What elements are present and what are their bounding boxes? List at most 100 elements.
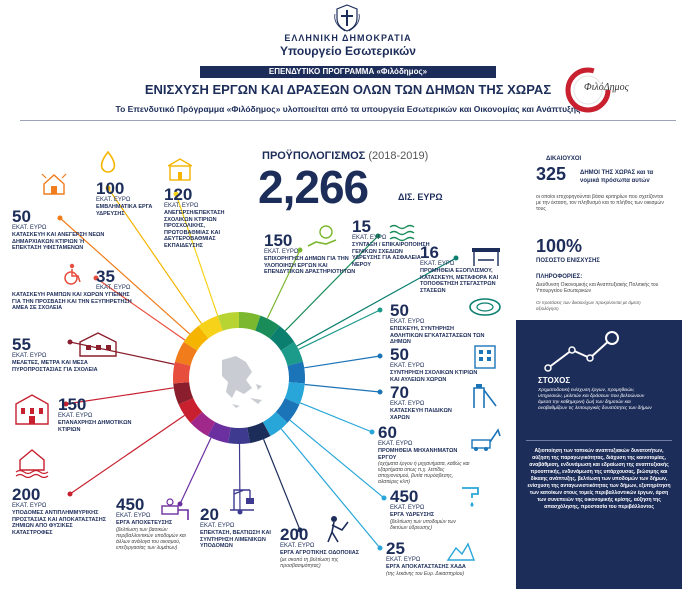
item-amount: 70 — [390, 383, 409, 402]
connector-line — [179, 437, 212, 505]
budget-unit: ΔΙΣ. ΕΥΡΩ — [398, 192, 443, 202]
divider — [20, 120, 676, 121]
connector-dot — [377, 545, 383, 551]
item-town-halls: 50 ΕΚΑΤ. ΕΥΡΩ ΚΑΤΑΣΚΕΥΗ ΚΑΙ ΑΝΕΓΕΡΣΗ ΝΕΩ… — [12, 208, 108, 252]
item-unit: ΕΚΑΤ. ΕΥΡΩ — [12, 353, 47, 359]
flood-house-icon — [15, 449, 49, 478]
item-machinery: 60 ΕΚΑΤ. ΕΥΡΩ ΠΡΟΜΗΘΕΙΑ ΜΗΧΑΝΗΜΑΤΩΝ ΕΡΓΟ… — [378, 424, 474, 485]
item-desc: ΠΡΟΜΗΘΕΙΑ ΜΗΧΑΝΗΜΑΤΩΝ ΕΡΓΟΥ — [378, 448, 458, 461]
wheel-segment — [190, 411, 216, 437]
country-name: ΕΛΛΗΝΙΚΗ ΔΗΜΟΚΡΑΤΙΑ — [284, 33, 412, 43]
item-rural-roads: 200 ΕΚΑΤ. ΕΥΡΩ ΕΡΓΑ ΑΓΡΟΤΙΚΗΣ ΟΔΟΠΟΙΙΑΣ … — [280, 526, 364, 569]
goal-divider — [526, 440, 672, 441]
connector-line — [304, 383, 381, 393]
greek-emblem-icon — [334, 4, 360, 32]
item-desc: ΚΑΤΑΣΚΕΥΗ ΚΑΙ ΑΝΕΓΕΡΣΗ ΝΕΩΝ ΔΗΜΑΡΧΙΑΚΩΝ … — [12, 232, 105, 251]
landfill-icon — [446, 542, 476, 561]
item-desc: ΕΠΑΝΑΧΡΗΣΗ ΔΗΜΟΤΙΚΩΝ ΚΤΙΡΙΩΝ — [58, 420, 132, 433]
item-water-flagship: 100 ΕΚΑΤ. ΕΥΡΩ ΕΜΒΛΗΜΑΤΙΚΑ ΕΡΓΑ ΥΔΡΕΥΣΗΣ — [96, 180, 166, 217]
item-desc: ΕΜΒΛΗΜΑΤΙΚΑ ΕΡΓΑ ΥΔΡΕΥΣΗΣ — [96, 204, 153, 217]
logo-text: ΦιλόΔημος — [584, 82, 629, 93]
item-water-supply: 450 ΕΚΑΤ. ΕΥΡΩ ΕΡΓΑ ΥΔΡΕΥΣΗΣ (βελτίωση τ… — [390, 488, 474, 531]
item-desc: ΕΠΙΣΚΕΥΗ, ΣΥΝΤΗΡΗΣΗ ΑΘΛΗΤΙΚΩΝ ΕΓΚΑΤΑΣΤΑΣ… — [390, 326, 485, 345]
item-desc: ΣΥΝΤΑΞΗ / ΕΠΙΚΑΙΡΟΠΟΙΗΣΗ ΓΕΝΙΚΩΝ ΣΧΕΔΙΩΝ… — [352, 242, 430, 268]
wheel-segment — [183, 325, 209, 351]
item-note: (βελτίωση των βασικών περιβαλλοντικών υπ… — [116, 526, 186, 551]
playground-slide-icon — [473, 384, 497, 408]
beneficiaries-panel: ΔΙΚΑΙΟΥΧΟΙ 325 ΔΗΜΟΙ ΤΗΣ ΧΩΡΑΣ και τα νο… — [516, 150, 676, 589]
item-amount: 20 — [200, 505, 219, 524]
item-investment-grants: 150 ΕΚΑΤ. ΕΥΡΩ ΕΠΙΧΟΡΗΓΗΣΗ ΔΗΜΩΝ ΓΙΑ ΤΗΝ… — [264, 232, 364, 276]
item-unit: ΕΚΑΤ. ΕΥΡΩ — [164, 203, 199, 209]
connector-line — [299, 402, 373, 433]
item-desc: ΑΝΕΓΕΡΣΗ/ΕΠΕΚΤΑΣΗ ΣΧΟΛΙΚΩΝ ΚΤΙΡΙΩΝ ΠΡΟΣΧ… — [164, 210, 225, 249]
municipalities-criteria: οι οποίοι επιχορηγούνται βάσει κριτηρίων… — [536, 194, 664, 212]
funding-rate-label: ΠΟΣΟΣΤΟ ΕΝΙΣΧΥΣΗΣ — [536, 258, 600, 264]
item-reuse-buildings: 150 ΕΚΑΤ. ΕΥΡΩ ΕΠΑΝΑΧΡΗΣΗ ΔΗΜΟΤΙΚΩΝ ΚΤΙΡ… — [58, 396, 138, 433]
harbor-crane-icon — [230, 489, 254, 511]
item-unit: ΕΚΑΤ. ΕΥΡΩ — [58, 413, 93, 419]
item-amount: 50 — [390, 345, 409, 364]
wheel-segment — [172, 361, 191, 384]
item-bus-shelters: 16 ΕΚΑΤ. ΕΥΡΩ ΠΡΟΜΗΘΕΙΑ ΕΞΟΠΛΙΣΜΟΥ, ΚΑΤΑ… — [420, 244, 512, 294]
item-amount: 15 — [352, 217, 371, 236]
municipal-building-icon — [15, 394, 49, 425]
budget-years: (2018-2019) — [368, 150, 429, 162]
beneficiaries-label: ΔΙΚΑΙΟΥΧΟΙ — [546, 156, 582, 162]
bus-shelter-icon — [472, 248, 500, 266]
budget-label-text: ΠΡΟΫΠΟΛΟΓΙΣΜΟΣ — [262, 150, 366, 162]
item-amount: 150 — [264, 231, 293, 250]
item-note: (βελτίωση των υποδομών των δικτύων ύδρευ… — [390, 518, 456, 531]
wheel-segment — [173, 382, 194, 405]
growth-hand-icon — [307, 225, 337, 247]
item-water-plans: 15 ΕΚΑΤ. ΕΥΡΩ ΣΥΝΤΑΞΗ / ΕΠΙΚΑΙΡΟΠΟΙΗΣΗ Γ… — [352, 218, 430, 268]
goal-box: ΣΤΟΧΟΣ Χρηματοδοτική ενίσχυση έργων, προ… — [516, 320, 682, 589]
water-drop-icon — [100, 150, 116, 173]
wheel-segment — [228, 427, 250, 445]
wheel-segment — [178, 398, 203, 423]
item-unit: ΕΚΑΤ. ΕΥΡΩ — [390, 363, 425, 369]
item-fire-safety: 55 ΕΚΑΤ. ΕΥΡΩ ΜΕΛΕΤΕΣ, ΜΕΤΡΑ ΚΑΙ ΜΕΣΑ ΠΥ… — [12, 336, 122, 373]
municipalities-count: 325 — [536, 164, 567, 184]
item-unit: ΕΚΑΤ. ΕΥΡΩ — [12, 503, 47, 509]
item-sewage: 450 ΕΚΑΤ. ΕΥΡΩ ΕΡΓΑ ΑΠΟΧΕΤΕΥΣΗΣ (βελτίωσ… — [116, 496, 198, 551]
greece-map-icon — [199, 338, 279, 418]
goal-title: ΣΤΟΧΟΣ — [538, 376, 571, 385]
item-desc: ΕΡΓΑ ΑΠΟΚΑΤΑΣΤΑΣΗΣ ΧΑΔΑ — [386, 564, 466, 570]
item-amount: 50 — [12, 207, 31, 226]
item-desc: ΚΑΤΑΣΚΕΥΗ ΡΑΜΠΩΝ ΚΑΙ ΧΩΡΩΝ ΥΓΙΕΙΝΗΣ ΓΙΑ … — [12, 292, 132, 311]
connector-dot — [377, 389, 383, 395]
wheel-segment — [175, 341, 198, 366]
water-waves-icon — [389, 224, 415, 242]
item-desc: ΠΡΟΜΗΘΕΙΑ ΕΞΟΠΛΙΣΜΟΥ, ΚΑΤΑΣΚΕΥΗ, ΜΕΤΑΦΟΡ… — [420, 268, 499, 294]
wheelchair-icon — [64, 263, 81, 285]
item-unit: ΕΚΑΤ. ΕΥΡΩ — [116, 513, 151, 519]
item-amount: 60 — [378, 423, 397, 442]
item-school-construction: 120 ΕΚΑΤ. ΕΥΡΩ ΑΝΕΓΕΡΣΗ/ΕΠΕΚΤΑΣΗ ΣΧΟΛΙΚΩ… — [164, 186, 240, 249]
ministry-name: Υπουργείο Εσωτερικών — [280, 44, 416, 58]
logo-ring-icon — [565, 67, 611, 113]
wheel-segment — [262, 411, 288, 437]
item-playgrounds: 70 ΕΚΑΤ. ΕΥΡΩ ΚΑΤΑΣΚΕΥΗ ΠΑΙΔΙΚΩΝ ΧΑΡΩΝ — [390, 384, 468, 421]
item-unit: ΕΚΑΤ. ΕΥΡΩ — [390, 401, 425, 407]
budget-amount: 2,266 — [258, 161, 369, 213]
road-worker-icon — [327, 516, 349, 543]
item-desc: ΕΡΓΑ ΑΠΟΧΕΤΕΥΣΗΣ — [116, 520, 173, 526]
wheel-segment — [198, 315, 223, 339]
item-unit: ΕΚΑΤ. ΕΥΡΩ — [280, 543, 315, 549]
info-note: Οι προτάσεις των δικαιούχων προκρίνονται… — [536, 300, 641, 311]
connector-line — [298, 309, 381, 350]
wheel-segment — [284, 382, 305, 405]
connector-line — [289, 419, 385, 499]
item-unit: ΕΚΑΤ. ΕΥΡΩ — [420, 261, 455, 267]
wheel-segment — [280, 341, 303, 366]
connector-dot — [381, 495, 387, 501]
connector-dot — [369, 429, 375, 435]
school-maintenance-icon — [474, 345, 496, 369]
item-amount: 55 — [12, 335, 31, 354]
item-unit: ΕΚΑΤ. ΕΥΡΩ — [12, 225, 47, 231]
wheel-segment — [217, 312, 239, 331]
town-hall-icon — [41, 173, 67, 195]
item-sports-facilities: 50 ΕΚΑΤ. ΕΥΡΩ ΕΠΙΣΚΕΥΗ, ΣΥΝΤΗΡΗΣΗ ΑΘΛΗΤΙ… — [390, 302, 488, 346]
item-desc: ΜΕΛΕΤΕΣ, ΜΕΤΡΑ ΚΑΙ ΜΕΣΑ ΠΥΡΟΠΡΟΣΤΑΣΙΑΣ Γ… — [12, 360, 98, 373]
